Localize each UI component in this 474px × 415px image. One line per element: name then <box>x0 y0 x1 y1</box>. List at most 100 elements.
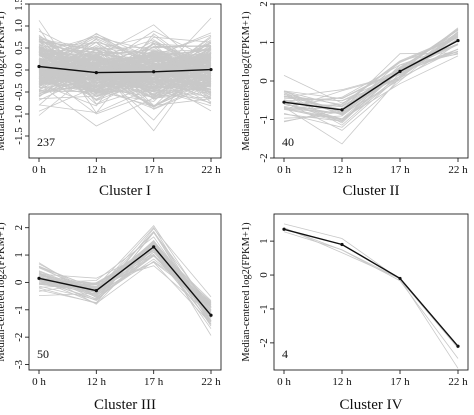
y-tick-label: -2 <box>258 153 270 162</box>
y-tick-label: 0.5 <box>13 41 25 55</box>
median-point <box>456 344 460 348</box>
gene-count-label: 40 <box>282 135 294 149</box>
gene-profile-line <box>38 60 212 97</box>
gene-profiles <box>38 17 212 132</box>
y-tick-label: 1.0 <box>13 19 25 33</box>
y-tick-label: 1 <box>13 252 25 257</box>
gene-profile-line <box>38 55 212 95</box>
x-tick-label: 0 h <box>32 376 46 388</box>
gene-profile-line <box>38 80 212 114</box>
median-point <box>340 108 344 112</box>
y-tick-label: -2 <box>258 338 270 347</box>
median-series-line <box>38 245 212 316</box>
y-tick-label: 1.5 <box>13 0 25 11</box>
gene-count-label: 4 <box>282 347 288 361</box>
median-point <box>37 276 41 280</box>
median-point <box>456 38 460 43</box>
x-tick-label: 22 h <box>448 376 468 388</box>
cluster-panel: -3 -2 -1 0 1 2 0 h 12 h 17 h 22 h Median-centered … <box>0 213 222 413</box>
gene-profiles <box>38 225 212 336</box>
y-tick-label: 1 <box>258 238 270 244</box>
x-tick-label: 17 h <box>390 164 410 176</box>
x-tick-label: 17 h <box>390 376 410 388</box>
median-point <box>282 227 286 231</box>
gene-profile-line <box>38 33 212 62</box>
gene-profile-line <box>38 69 212 92</box>
median-series-line <box>283 39 459 111</box>
y-tick-label: -1 <box>258 304 270 313</box>
plot-frame <box>28 213 222 371</box>
median-point <box>209 313 213 317</box>
cluster-panel: -2 -1 0 1 0 h 12 h 17 h 22 h Median-centered log… <box>241 213 469 413</box>
gene-profile-line <box>38 42 212 99</box>
gene-profile-line <box>283 48 459 121</box>
y-tick-label: 0 <box>13 279 25 285</box>
y-tick-label: -1 <box>258 115 270 124</box>
x-tick-label: 0 h <box>277 376 291 388</box>
x-tick-label: 22 h <box>201 376 221 388</box>
gene-profile-line <box>283 231 459 369</box>
gene-profile-line <box>38 50 212 79</box>
cluster-title: Cluster I <box>99 183 151 199</box>
gene-profile-line <box>38 251 212 319</box>
median-series-line <box>38 65 212 74</box>
gene-profiles <box>283 223 459 369</box>
y-tick-label: 0.0 <box>13 63 25 77</box>
y-tick-label: -1.5 <box>13 127 25 145</box>
gene-profile-line <box>38 63 212 99</box>
y-tick-label: -2 <box>13 333 25 342</box>
median-point <box>94 289 98 293</box>
y-tick-label: 2 <box>13 225 25 231</box>
gene-profile-line <box>38 62 212 81</box>
gene-profile-line <box>283 28 459 124</box>
median-point <box>398 69 402 73</box>
cluster-panel: -1.5 -1.0 -0.5 0.0 0.5 1.0 1.5 0 h 12 h 17 h 22 h M… <box>0 0 222 199</box>
median-point <box>282 100 286 104</box>
x-tick-label: 12 h <box>87 376 107 388</box>
x-tick-label: 12 h <box>332 164 352 176</box>
x-tick-label: 17 h <box>144 164 164 176</box>
gene-profile-line <box>38 47 212 81</box>
y-tick-label: 0 <box>258 78 270 84</box>
gene-profile-line <box>283 223 459 349</box>
gene-profile-line <box>38 30 212 70</box>
y-tick-label: 2 <box>258 1 270 7</box>
x-tick-label: 0 h <box>32 164 46 176</box>
median-point <box>398 276 402 281</box>
x-tick-label: 22 h <box>448 164 468 176</box>
gene-profile-line <box>38 58 212 97</box>
x-tick-label: 12 h <box>87 164 107 176</box>
gene-profile-line <box>283 27 459 115</box>
median-point <box>209 67 213 72</box>
x-tick-label: 12 h <box>332 376 352 388</box>
y-axis-label: Median-centered log2(FPKM+1) <box>241 11 252 151</box>
cluster-panel: -2 -1 0 1 2 0 h 12 h 17 h 22 h Median-centered lo… <box>241 1 469 199</box>
gene-profile-line <box>38 51 212 76</box>
gene-profile-line <box>283 227 459 359</box>
plot-frame <box>273 213 469 371</box>
median-point <box>152 245 156 249</box>
cluster-title: Cluster II <box>342 183 399 199</box>
median-point <box>152 70 156 74</box>
plot-frame <box>28 3 222 159</box>
median-point <box>37 64 41 69</box>
x-tick-label: 22 h <box>201 164 221 176</box>
gene-count-label: 50 <box>37 347 49 361</box>
gene-profile-line <box>38 54 212 84</box>
x-tick-label: 17 h <box>144 376 164 388</box>
gene-profile-line <box>283 43 459 107</box>
y-tick-label: -1.0 <box>13 105 25 123</box>
median-point <box>340 242 344 247</box>
y-tick-label: -0.5 <box>13 83 25 101</box>
gene-profile-line <box>38 231 212 319</box>
median-point <box>94 71 98 75</box>
y-axis-label: Median-centered log2(FPKM+1) <box>0 11 7 151</box>
median-series-line <box>283 228 459 347</box>
gene-profile-line <box>38 40 212 89</box>
gene-profiles <box>283 27 459 145</box>
y-tick-label: -1 <box>13 305 25 314</box>
y-axis-label: Median-centered log2(FPKM+1) <box>0 222 7 362</box>
y-tick-label: 0 <box>258 272 270 278</box>
gene-profile-line <box>38 46 212 121</box>
